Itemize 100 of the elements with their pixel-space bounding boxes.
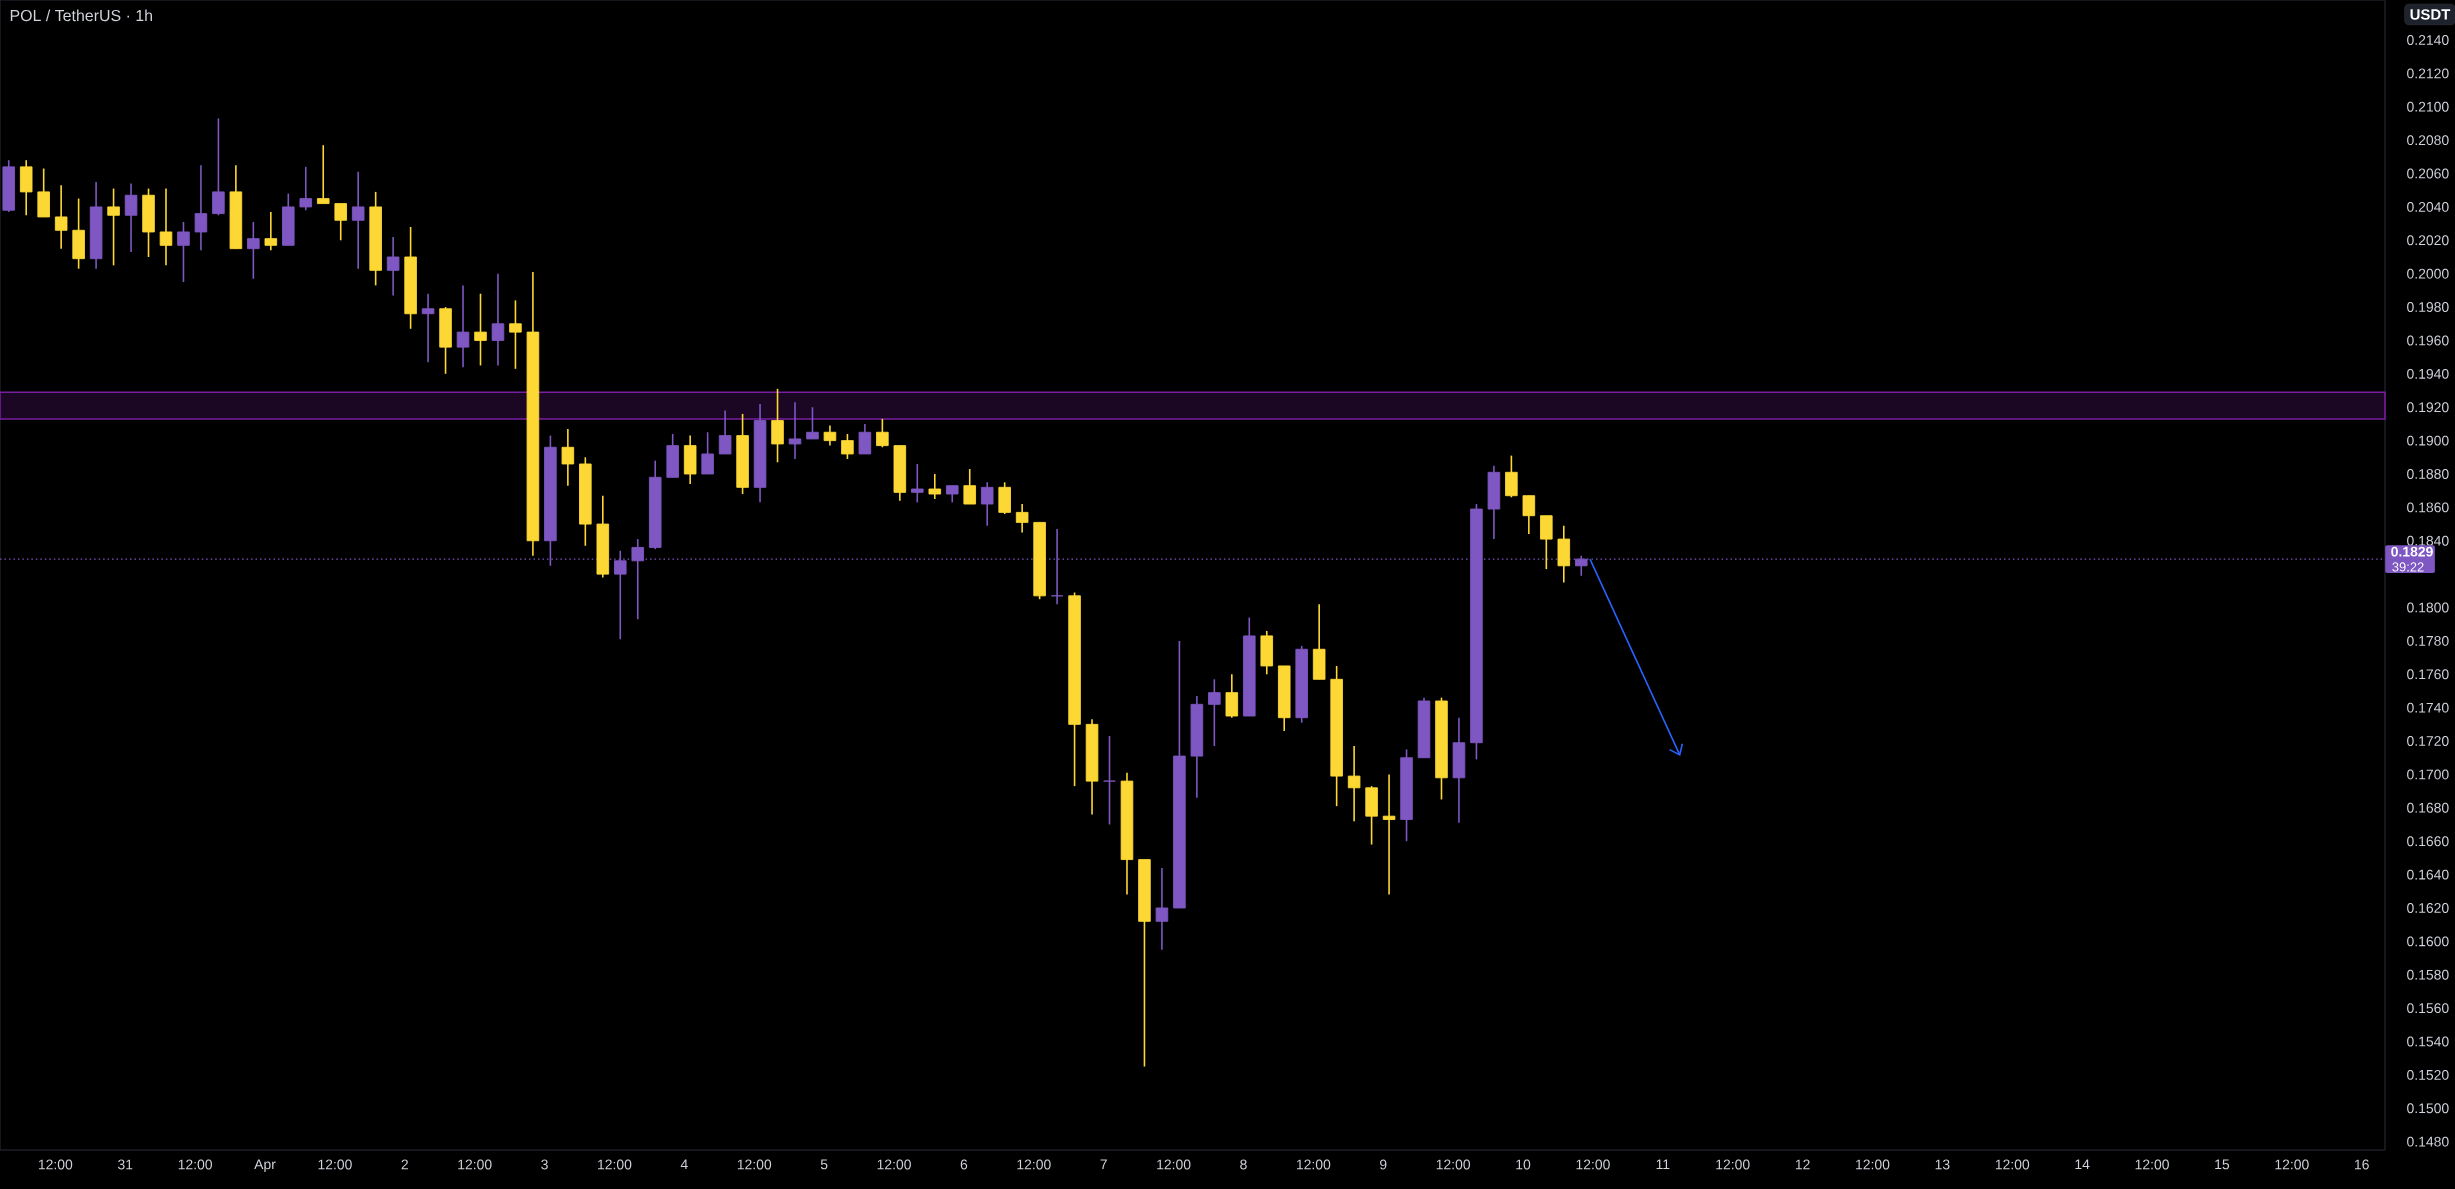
x-tick-label: 12:00 — [178, 1159, 213, 1170]
y-tick-label: 0.1740 — [2407, 702, 2449, 713]
candlestick — [194, 164, 208, 252]
x-tick-label: 12:00 — [1995, 1159, 2030, 1170]
candlestick — [858, 423, 872, 455]
x-tick-label: 12:00 — [38, 1159, 73, 1170]
candlestick — [334, 202, 347, 242]
y-tick-label: 0.1780 — [2407, 635, 2449, 646]
chart-title: POL / TetherUS · 1h — [10, 9, 152, 22]
y-tick-label: 0.2120 — [2407, 68, 2449, 79]
candlestick — [963, 468, 976, 505]
candlestick — [823, 424, 837, 447]
candlestick — [911, 463, 924, 504]
x-tick-label: 12:00 — [1576, 1159, 1610, 1170]
candlestick — [718, 409, 732, 455]
y-tick-label: 0.1660 — [2407, 836, 2449, 847]
x-tick-label: 7 — [1100, 1159, 1107, 1170]
candlestick — [876, 418, 889, 449]
y-tick-label: 0.1900 — [2407, 435, 2449, 446]
x-tick-label: 12:00 — [458, 1159, 492, 1170]
candlestick — [316, 144, 330, 205]
candlestick — [107, 187, 120, 267]
candlestick — [212, 117, 225, 217]
x-tick-label: 2 — [401, 1159, 408, 1170]
candlestick — [247, 221, 260, 280]
x-tick-label: Apr — [254, 1159, 276, 1173]
candlestick — [806, 406, 819, 440]
y-tick-label: 0.1600 — [2407, 936, 2449, 947]
candlestick — [177, 221, 190, 283]
x-tick-label: 8 — [1240, 1159, 1247, 1170]
candlestick — [264, 211, 278, 252]
y-tick-label: 0.1540 — [2407, 1036, 2449, 1047]
candlestick — [456, 284, 470, 368]
y-tick-label: 0.1920 — [2407, 402, 2449, 413]
y-tick-label: 0.1940 — [2407, 368, 2449, 379]
y-tick-label: 0.1580 — [2407, 969, 2449, 980]
x-tick-label: 15 — [2215, 1159, 2230, 1170]
x-tick-label: 12:00 — [1296, 1159, 1331, 1170]
x-tick-label: 12:00 — [737, 1159, 772, 1170]
x-tick-label: 12:00 — [877, 1159, 911, 1170]
candlestick — [980, 481, 994, 527]
y-tick-label: 0.1800 — [2407, 602, 2449, 613]
x-tick-label: 4 — [680, 1159, 688, 1170]
candlestick — [631, 538, 645, 621]
candlestick — [386, 236, 400, 297]
candlestick — [159, 187, 173, 267]
y-tick-label: 0.2020 — [2407, 235, 2449, 246]
candlestick — [928, 473, 942, 500]
candlestick — [788, 401, 802, 460]
x-tick-label: 12:00 — [1017, 1159, 1051, 1170]
x-tick-label: 12:00 — [2275, 1159, 2309, 1170]
y-tick-label: 0.2000 — [2407, 268, 2449, 279]
x-tick-label: 12:00 — [1716, 1159, 1750, 1170]
candlestick — [1347, 745, 1361, 822]
y-tick-label: 0.1680 — [2407, 802, 2449, 813]
x-tick-label: 11 — [1656, 1159, 1670, 1170]
x-tick-label: 12:00 — [1157, 1159, 1191, 1170]
candlestick — [421, 292, 435, 363]
x-tick-label: 12:00 — [1856, 1159, 1890, 1170]
x-tick-label: 31 — [117, 1159, 133, 1170]
y-tick-label: 0.1760 — [2407, 669, 2449, 680]
y-tick-label: 0.1520 — [2407, 1069, 2449, 1080]
y-tick-label: 0.2140 — [2407, 35, 2449, 45]
y-tick-label: 0.1640 — [2407, 869, 2449, 880]
y-tick-label: 0.1880 — [2407, 469, 2449, 479]
x-tick-label: 12:00 — [1436, 1159, 1471, 1170]
x-tick-label: 9 — [1380, 1159, 1387, 1170]
y-tick-label: 0.2080 — [2407, 135, 2449, 146]
x-tick-label: 16 — [2355, 1159, 2369, 1170]
y-tick-label: 0.2100 — [2407, 101, 2449, 112]
y-tick-label: 0.1500 — [2407, 1103, 2449, 1114]
candlestick — [491, 272, 505, 367]
candlestick — [509, 299, 522, 370]
y-axis-title: USDT — [2410, 9, 2451, 20]
candlestick — [1382, 773, 1396, 896]
x-tick-label: 14 — [2075, 1159, 2090, 1170]
candlestick — [1540, 514, 1553, 570]
x-tick-label: 3 — [541, 1159, 548, 1170]
x-tick-label: 12 — [1795, 1159, 1810, 1170]
candlestick — [701, 431, 714, 475]
candlestick — [124, 182, 138, 253]
y-tick-label: 0.1980 — [2407, 302, 2449, 313]
y-tick-label: 0.1700 — [2407, 769, 2449, 780]
candlestick — [351, 171, 365, 270]
candlestick — [1015, 503, 1029, 534]
candlestick — [1225, 673, 1239, 719]
x-tick-label: 12:00 — [2135, 1159, 2169, 1170]
text: 39:22 — [2392, 562, 2424, 572]
candlestick — [771, 388, 784, 464]
y-tick-label: 0.1960 — [2407, 335, 2449, 346]
candlestick — [299, 166, 313, 212]
candlestick — [561, 428, 575, 487]
candlestick — [1522, 494, 1536, 535]
x-tick-label: 12:00 — [598, 1159, 632, 1170]
x-tick-label: 13 — [1935, 1159, 1950, 1170]
candlestick — [1505, 454, 1518, 499]
y-tick-label: 0.1620 — [2407, 903, 2449, 913]
x-tick-label: 12:00 — [318, 1159, 352, 1170]
y-tick-label: 0.2060 — [2407, 168, 2449, 179]
candlestick — [474, 292, 487, 367]
